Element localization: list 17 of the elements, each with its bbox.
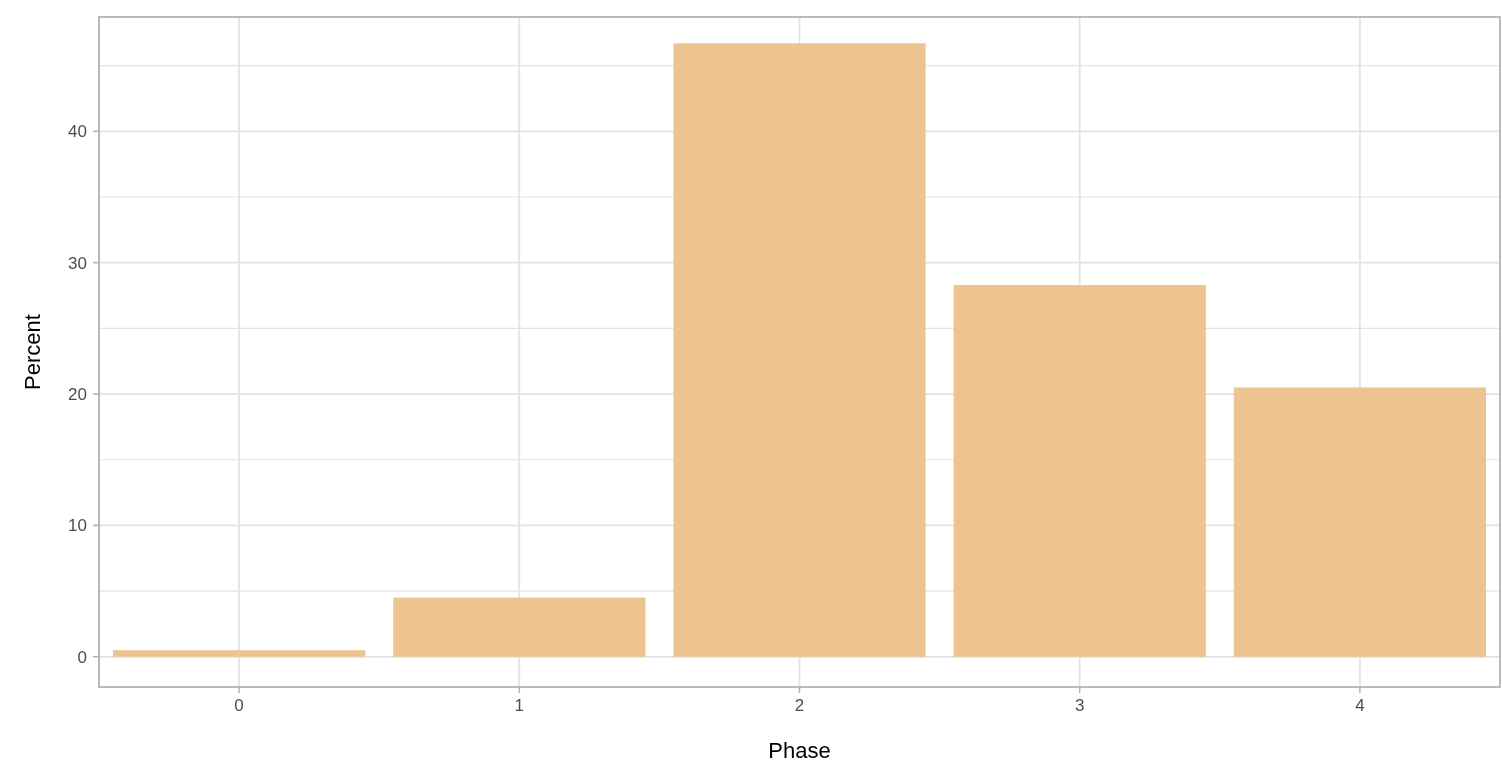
bar <box>393 597 646 657</box>
y-tick-label: 30 <box>68 253 87 273</box>
bar <box>1233 387 1486 657</box>
x-tick-label: 0 <box>234 696 244 715</box>
x-tick-label: 4 <box>1355 696 1365 715</box>
x-axis-title: Phase <box>768 738 831 763</box>
y-tick-label: 40 <box>68 122 87 142</box>
y-axis-title: Percent <box>20 314 45 390</box>
x-tick-label: 2 <box>794 696 805 715</box>
x-tick-label: 3 <box>1074 696 1085 715</box>
bar <box>673 43 926 657</box>
bar <box>113 650 366 657</box>
x-tick-label: 1 <box>514 696 525 715</box>
bar <box>953 285 1206 657</box>
y-tick-label: 20 <box>68 384 87 404</box>
y-tick-label: 0 <box>77 647 87 667</box>
y-tick-label: 10 <box>68 516 87 536</box>
